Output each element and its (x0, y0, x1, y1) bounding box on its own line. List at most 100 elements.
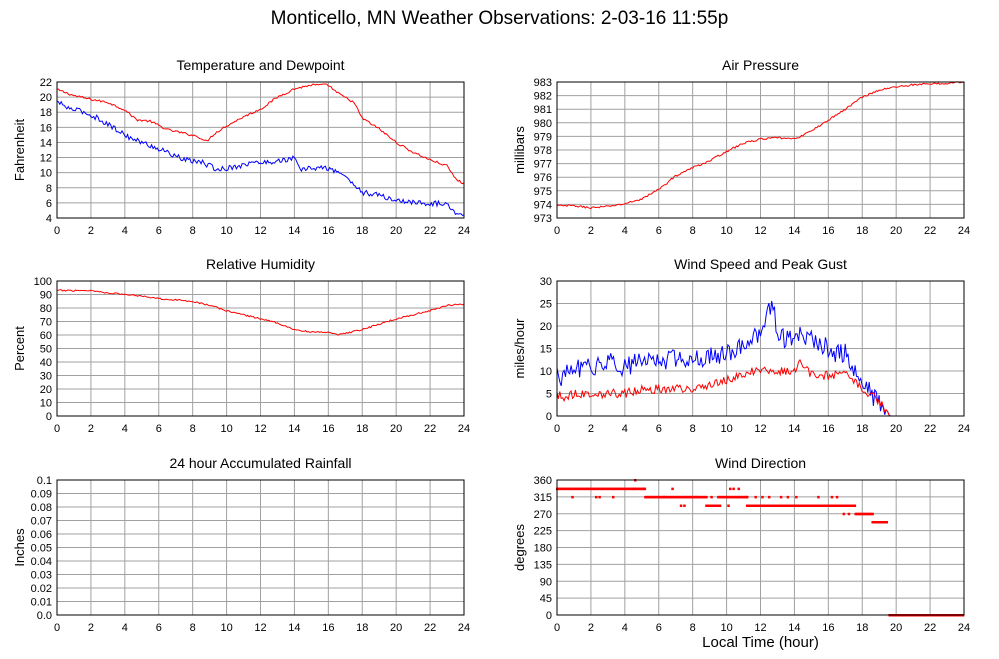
wind-direction-point (675, 495, 679, 499)
wind-direction-point (678, 495, 681, 499)
y-tick-label: 5 (546, 389, 552, 401)
wind-direction-point (715, 504, 718, 507)
wind-direction-point (648, 495, 651, 499)
wind-direction-point (738, 495, 741, 499)
x-tick-label: 2 (588, 423, 594, 435)
wind-direction-point (609, 487, 613, 491)
y-tick-label: 15 (540, 344, 552, 356)
x-tick-label: 14 (288, 225, 300, 237)
wind-direction-point (842, 504, 845, 507)
grid-lines (56, 479, 465, 616)
y-axis-label: degrees (512, 524, 527, 571)
wind-direction-point (604, 487, 607, 491)
wind-direction-point (671, 495, 674, 499)
x-tick-label: 24 (458, 622, 470, 634)
x-tick-label: 10 (220, 225, 232, 237)
wind-direction-point (717, 495, 720, 499)
y-tick-label: 40 (40, 357, 52, 369)
wind-direction-point (708, 504, 711, 507)
wind-direction-point (820, 504, 824, 507)
x-tick-label: 6 (656, 423, 662, 435)
wind-direction-point (870, 512, 873, 516)
y-tick-label: 10 (40, 398, 52, 410)
wind-direction-point (598, 487, 601, 491)
x-tick-label: 22 (424, 622, 436, 634)
wind-direction-point (855, 512, 859, 516)
y-tick-label: 978 (534, 145, 552, 157)
x-tick-label: 20 (890, 225, 902, 237)
y-tick-label: 0.05 (31, 543, 52, 555)
wind-direction-point (712, 504, 715, 507)
wind-direction-point (585, 487, 589, 491)
wind-direction-point (868, 512, 872, 516)
y-tick-label: 10 (40, 168, 52, 180)
wind-direction-point (656, 495, 660, 499)
wind-direction-chart: 0 2 4 6 8 10 12 14 16 18 20 22 240459013518022527031… (512, 455, 970, 634)
grid-lines (56, 81, 465, 219)
wind-direction-point (632, 487, 635, 491)
y-tick-label: 0.07 (31, 516, 52, 528)
y-tick-label: 25 (540, 299, 552, 311)
wind-direction-point (745, 495, 749, 499)
y-tick-label: 973 (534, 213, 552, 225)
y-tick-label: 976 (534, 172, 552, 184)
wind-direction-point (615, 487, 618, 491)
wind-direction-point (588, 487, 591, 491)
wind-direction-point (703, 495, 707, 499)
x-tick-label: 18 (356, 622, 368, 634)
wind-direction-point (595, 495, 598, 499)
y-tick-label: 20 (40, 92, 52, 104)
y-tick-label: 977 (534, 159, 552, 171)
y-tick-label: 8 (46, 183, 52, 195)
series-line (56, 83, 465, 185)
wind-direction-point (784, 504, 787, 507)
wind-direction-point (681, 495, 684, 499)
y-tick-label: 22 (40, 77, 52, 89)
wind-direction-point (709, 504, 712, 507)
wind-direction-point (612, 487, 616, 491)
x-tick-label: 6 (656, 622, 662, 634)
x-tick-label: 4 (622, 225, 628, 237)
wind-direction-point (795, 495, 798, 499)
wind-direction-point (875, 521, 879, 524)
x-tick-label: 20 (890, 423, 902, 435)
wind-direction-point (764, 504, 767, 507)
wind-direction-point (739, 495, 743, 499)
wind-direction-point (808, 504, 811, 507)
wind-direction-point (718, 495, 722, 499)
wind-direction-point (651, 495, 654, 499)
wind-direction-point (581, 487, 584, 491)
x-tick-label: 12 (754, 225, 766, 237)
x-tick-label: 18 (856, 622, 868, 634)
wind-direction-point (696, 495, 700, 499)
wind-direction-point (778, 504, 781, 507)
x-tick-label: 4 (122, 225, 128, 237)
wind-direction-point (884, 521, 887, 524)
y-tick-label: 30 (540, 276, 552, 288)
x-tick-label: 16 (322, 423, 334, 435)
x-tick-label: 14 (788, 622, 800, 634)
wind-direction-point (630, 487, 634, 491)
y-tick-label: 80 (40, 303, 52, 315)
panel-title: Air Pressure (722, 57, 799, 73)
wind-direction-point (561, 487, 565, 491)
wind-direction-point (809, 504, 813, 507)
wind-direction-point (674, 495, 677, 499)
wind-direction-point (557, 487, 560, 491)
wind-direction-point (591, 487, 594, 491)
wind-direction-point (745, 504, 749, 507)
wind-direction-point (686, 495, 690, 499)
x-tick-label: 8 (690, 622, 696, 634)
wind-direction-point (817, 504, 821, 507)
wind-direction-point (834, 504, 838, 507)
wind-direction-point (691, 495, 694, 499)
x-tick-label: 2 (588, 622, 594, 634)
x-axis-title: Local Time (hour) (702, 634, 819, 651)
wind-direction-point (853, 504, 857, 507)
wind-direction-point (563, 487, 566, 491)
wind-direction-point (679, 495, 683, 499)
y-tick-label: 100 (34, 276, 52, 288)
wind-direction-point (747, 504, 750, 507)
wind-direction-point (724, 495, 727, 499)
wind-direction-point (602, 487, 606, 491)
